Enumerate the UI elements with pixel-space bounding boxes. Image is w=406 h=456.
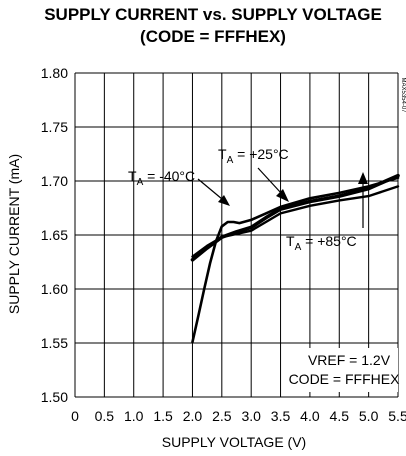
y-tick-label: 1.50 (41, 389, 68, 405)
label-ta-plus25: TA = +25°C (218, 146, 289, 166)
arrowhead-ta-minus40 (218, 195, 230, 206)
y-tick-label: 1.80 (41, 65, 68, 81)
x-axis-label: SUPPLY VOLTAGE (V) (162, 434, 306, 450)
x-tick-label: 1.0 (124, 408, 144, 424)
conditions-box-bg (296, 348, 398, 392)
label-ta-minus40: TA = -40°C (128, 168, 195, 188)
x-tick-label: 0 (71, 408, 79, 424)
y-tick-label: 1.65 (41, 227, 68, 243)
series-line-ta-85-c (191, 185, 400, 258)
x-tick-label: 4.5 (330, 408, 350, 424)
x-tick-label: 1.5 (153, 408, 173, 424)
vref-label: VREF = 1.2V (308, 352, 391, 368)
x-tick-label: 5.5 (388, 408, 406, 424)
leader-ta-minus40 (197, 178, 223, 200)
x-tick-label: 2.0 (183, 408, 203, 424)
y-tick-labels: 1.80 1.75 1.70 1.65 1.60 1.55 1.50 (41, 65, 68, 405)
x-tick-label: 2.5 (212, 408, 232, 424)
x-tick-label: 3.5 (271, 408, 291, 424)
x-tick-label: 0.5 (95, 408, 115, 424)
chart-title-line1: SUPPLY CURRENT vs. SUPPLY VOLTAGE (44, 5, 382, 24)
series-lines (190, 173, 400, 344)
y-axis-label: SUPPLY CURRENT (mA) (6, 154, 22, 314)
x-tick-label: 5.0 (359, 408, 379, 424)
x-tick-label: 4.0 (300, 408, 320, 424)
series-line-ta-40-c (191, 176, 400, 344)
label-ta-plus85: TA = +85°C (286, 233, 357, 253)
grid (74, 72, 399, 398)
arrowhead-ta-plus25 (276, 189, 289, 202)
y-tick-label: 1.60 (41, 281, 68, 297)
y-tick-label: 1.70 (41, 173, 68, 189)
y-tick-label: 1.75 (41, 119, 68, 135)
leader-ta-plus25 (257, 167, 282, 194)
arrowhead-ta-plus85 (358, 172, 368, 184)
side-part-mark: MAX5354-07 (400, 77, 406, 113)
code-label: CODE = FFFHEX (289, 371, 401, 387)
x-tick-labels: 0 0.5 1.0 1.5 2.0 2.5 3.0 3.5 4.0 4.5 5.0 5.5 (71, 408, 406, 424)
chart-title-line2: (CODE = FFFHEX) (140, 27, 286, 46)
y-tick-label: 1.55 (41, 335, 68, 351)
x-tick-label: 3.0 (241, 408, 261, 424)
